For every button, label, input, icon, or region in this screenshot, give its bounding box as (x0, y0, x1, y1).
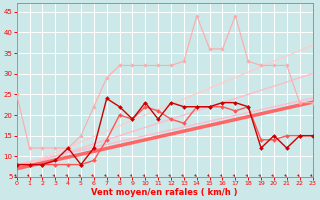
X-axis label: Vent moyen/en rafales ( km/h ): Vent moyen/en rafales ( km/h ) (91, 188, 238, 197)
